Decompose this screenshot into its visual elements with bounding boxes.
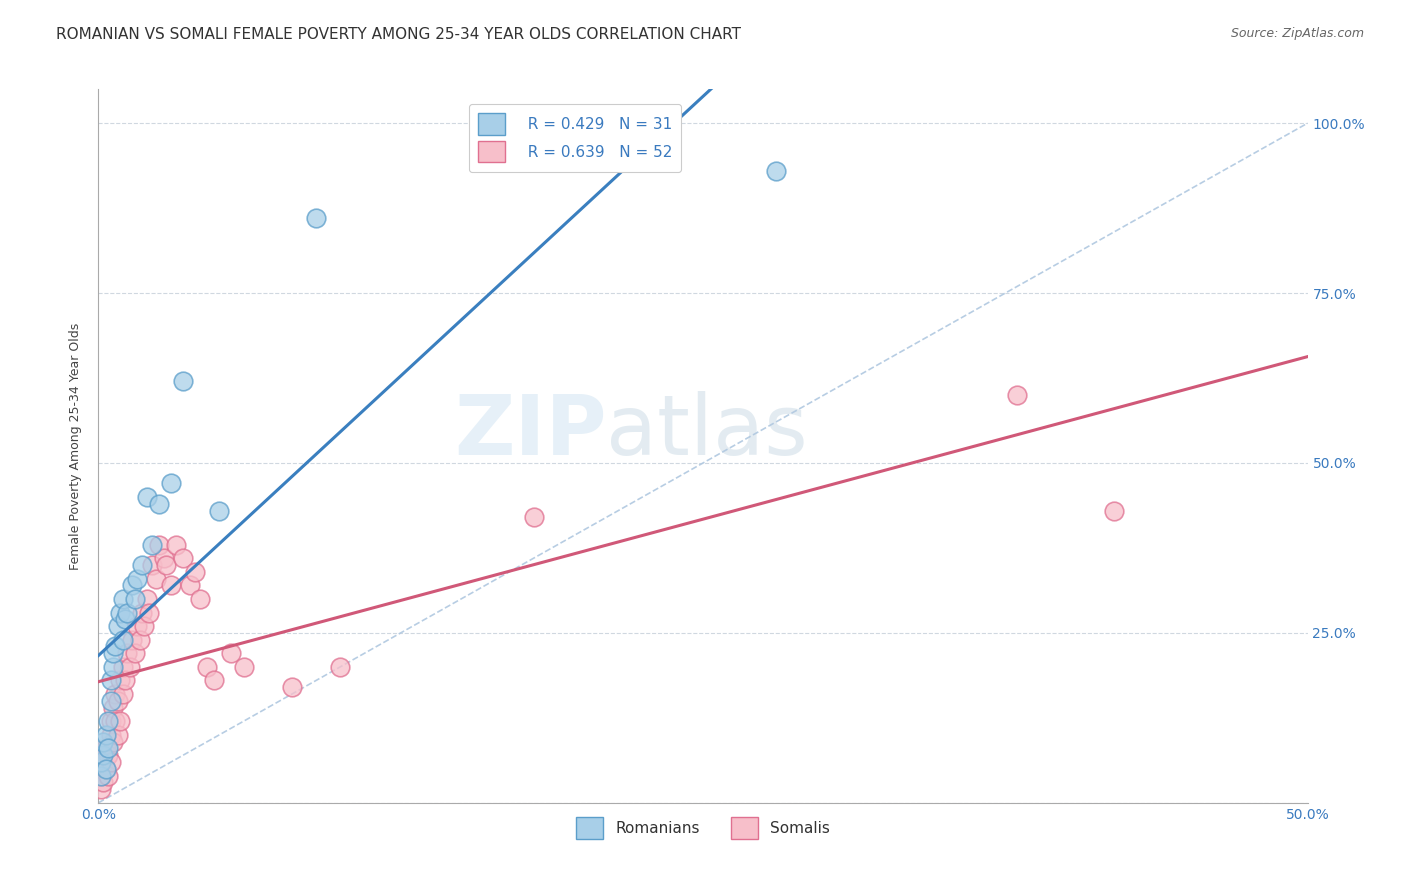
Point: [101, 734, 124, 748]
Legend: Romanians, Somalis: Romanians, Somalis: [569, 811, 837, 845]
Point: [101, 660, 124, 674]
Point: [160, 578, 183, 592]
Point: [305, 211, 328, 226]
Point: [131, 558, 153, 572]
Point: [107, 619, 129, 633]
Point: [221, 646, 243, 660]
Point: [329, 660, 352, 674]
Point: [104, 640, 127, 654]
Point: [134, 619, 156, 633]
Point: [100, 755, 122, 769]
Point: [135, 490, 157, 504]
Text: Source: ZipAtlas.com: Source: ZipAtlas.com: [1230, 27, 1364, 40]
Text: atlas: atlas: [606, 392, 808, 472]
Point: [111, 591, 134, 606]
Point: [179, 578, 201, 592]
Point: [765, 163, 787, 178]
Point: [160, 476, 183, 491]
Point: [232, 660, 254, 674]
Point: [141, 558, 163, 572]
Point: [100, 728, 122, 742]
Point: [204, 673, 226, 688]
Point: [90, 782, 112, 797]
Point: [121, 578, 143, 592]
Point: [114, 673, 136, 688]
Point: [108, 606, 131, 620]
Point: [124, 646, 146, 660]
Point: [94, 741, 117, 756]
Point: [114, 612, 136, 626]
Point: [138, 606, 160, 620]
Point: [208, 503, 231, 517]
Point: [97, 748, 120, 763]
Point: [135, 591, 157, 606]
Point: [90, 755, 112, 769]
Point: [104, 687, 127, 701]
Point: [127, 619, 149, 633]
Point: [100, 714, 122, 729]
Point: [184, 565, 207, 579]
Point: [127, 572, 149, 586]
Point: [141, 537, 163, 551]
Point: [94, 762, 117, 776]
Point: [128, 632, 150, 647]
Point: [97, 769, 120, 783]
Point: [97, 741, 120, 756]
Point: [148, 537, 170, 551]
Point: [101, 646, 124, 660]
Point: [91, 775, 114, 789]
Point: [281, 680, 304, 694]
Y-axis label: Female Poverty Among 25-34 Year Olds: Female Poverty Among 25-34 Year Olds: [69, 322, 83, 570]
Point: [108, 714, 131, 729]
Point: [172, 375, 194, 389]
Point: [124, 591, 146, 606]
Point: [118, 660, 141, 674]
Point: [104, 714, 127, 729]
Point: [172, 551, 194, 566]
Point: [100, 694, 122, 708]
Point: [94, 762, 117, 776]
Point: [100, 673, 122, 688]
Point: [152, 551, 174, 566]
Point: [91, 755, 114, 769]
Point: [90, 769, 112, 783]
Text: ROMANIAN VS SOMALI FEMALE POVERTY AMONG 25-34 YEAR OLDS CORRELATION CHART: ROMANIAN VS SOMALI FEMALE POVERTY AMONG …: [56, 27, 741, 42]
Point: [1102, 503, 1125, 517]
Point: [108, 673, 131, 688]
Point: [131, 606, 153, 620]
Point: [145, 572, 167, 586]
Point: [111, 660, 134, 674]
Point: [94, 728, 117, 742]
Point: [155, 558, 177, 572]
Point: [90, 769, 112, 783]
Point: [107, 728, 129, 742]
Point: [117, 606, 139, 620]
Point: [1007, 388, 1029, 402]
Point: [117, 646, 139, 660]
Point: [188, 591, 211, 606]
Point: [121, 632, 143, 647]
Point: [107, 694, 129, 708]
Point: [91, 748, 114, 763]
Point: [97, 714, 120, 729]
Point: [111, 632, 134, 647]
Point: [101, 700, 124, 714]
Point: [523, 510, 546, 524]
Point: [165, 537, 187, 551]
Point: [111, 687, 134, 701]
Point: [195, 660, 218, 674]
Point: [148, 497, 170, 511]
Point: [91, 734, 114, 748]
Text: ZIP: ZIP: [454, 392, 606, 472]
